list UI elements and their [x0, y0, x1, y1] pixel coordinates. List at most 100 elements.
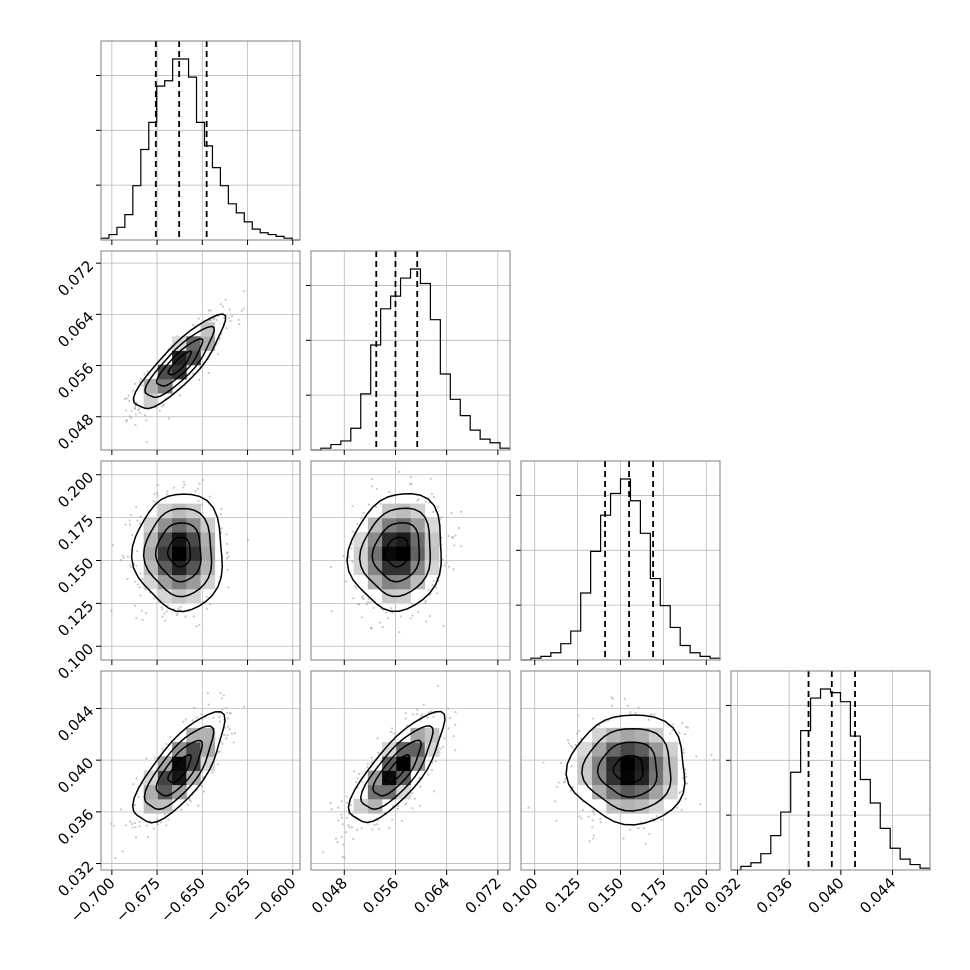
density-cell — [200, 727, 216, 743]
scatter-point — [356, 523, 359, 526]
scatter-point — [209, 309, 212, 312]
scatter-point — [119, 808, 123, 811]
scatter-point — [169, 735, 172, 738]
contour-line-3 — [347, 710, 446, 824]
scatter-point — [671, 728, 674, 732]
histogram-frame — [730, 670, 931, 871]
density-cell — [648, 784, 664, 800]
scatter-point — [527, 806, 530, 809]
scatter-point — [375, 823, 379, 826]
scatter-point — [182, 480, 185, 484]
scatter-point — [564, 777, 567, 780]
scatter-point — [419, 785, 422, 789]
scatter-point — [447, 565, 451, 568]
density-layer — [527, 696, 720, 845]
scatter-point — [356, 828, 359, 831]
density-cell — [172, 364, 187, 380]
density-cell — [186, 742, 201, 757]
scatter-point — [128, 414, 132, 418]
scatter-point — [441, 558, 445, 561]
scatter-point — [224, 298, 227, 301]
scatter-point — [370, 485, 373, 488]
scatter-point — [358, 773, 361, 776]
scatter-point — [163, 813, 166, 816]
y-tick-label: 0.100 — [54, 640, 97, 683]
scatter-point — [165, 610, 168, 613]
scatter-point — [134, 413, 137, 416]
scatter-point — [416, 708, 419, 711]
scatter-point — [648, 832, 651, 836]
density-cell — [186, 546, 201, 561]
scatter-point — [410, 482, 413, 485]
scatter-point — [227, 586, 230, 589]
scatter-point — [427, 588, 430, 591]
scatter-point — [179, 605, 182, 608]
contour-line-0 — [384, 754, 411, 784]
scatter-point — [161, 615, 164, 618]
scatter-point — [211, 771, 214, 774]
scatter-point — [592, 717, 595, 720]
scatter-point — [195, 625, 198, 628]
scatter-point — [579, 737, 582, 740]
density-layer — [123, 290, 245, 444]
scatter-point — [342, 554, 345, 558]
scatter-point — [574, 743, 577, 747]
scatter-point — [371, 477, 374, 481]
scatter-point — [566, 739, 570, 742]
contour-line-1 — [154, 522, 202, 583]
density-cell — [200, 532, 216, 547]
scatter-point — [230, 315, 234, 318]
scatter-point — [330, 808, 333, 811]
scatter-point — [322, 851, 325, 854]
scatter-point — [570, 765, 573, 768]
scatter-point — [610, 704, 613, 707]
scatter-point — [126, 577, 129, 581]
scatter-point — [629, 711, 632, 714]
density-cell — [620, 756, 636, 771]
scatter-point — [575, 732, 579, 735]
y-tick-label: 0.064 — [54, 308, 97, 351]
scatter-point — [205, 595, 208, 598]
scatter-point — [350, 826, 354, 829]
density-cell — [577, 756, 593, 771]
scatter-point — [198, 378, 201, 382]
scatter-point — [581, 808, 584, 812]
scatter-point — [400, 819, 404, 823]
x-tick-label: 0.032 — [701, 874, 744, 917]
scatter-point — [184, 615, 187, 618]
density-cell — [367, 532, 383, 547]
scatter-point — [134, 604, 137, 607]
scatter-point — [152, 827, 155, 830]
y-tick-label: 0.036 — [54, 805, 97, 848]
scatter-point — [165, 824, 168, 827]
scatter-point — [197, 499, 200, 503]
scatter-point — [167, 417, 171, 420]
scatter-point — [567, 742, 571, 745]
density-cell — [172, 756, 187, 771]
scatter-point — [220, 507, 223, 511]
contour-line-2 — [144, 325, 215, 399]
scatter-point — [676, 806, 679, 809]
scatter-point — [454, 534, 457, 537]
x-tick-label: 0.036 — [753, 874, 796, 917]
scatter-point — [130, 409, 133, 413]
density-cell — [200, 546, 216, 561]
scatter-point — [454, 723, 457, 726]
density-cell — [186, 770, 201, 786]
scatter-point — [409, 475, 412, 478]
scatter-point — [684, 797, 687, 800]
scatter-panel-2-1 — [310, 460, 511, 661]
scatter-point — [166, 490, 169, 493]
scatter-point — [571, 786, 575, 789]
scatter-point — [685, 782, 689, 785]
density-cell — [648, 727, 664, 743]
contour-line-3 — [132, 313, 227, 410]
scatter-point — [337, 806, 340, 809]
scatter-point — [390, 607, 393, 610]
scatter-point — [242, 307, 245, 310]
density-cell — [396, 532, 411, 547]
scatter-point — [642, 827, 646, 830]
scatter-point — [355, 781, 358, 784]
scatter-point — [682, 748, 685, 751]
scatter-point — [555, 819, 558, 822]
